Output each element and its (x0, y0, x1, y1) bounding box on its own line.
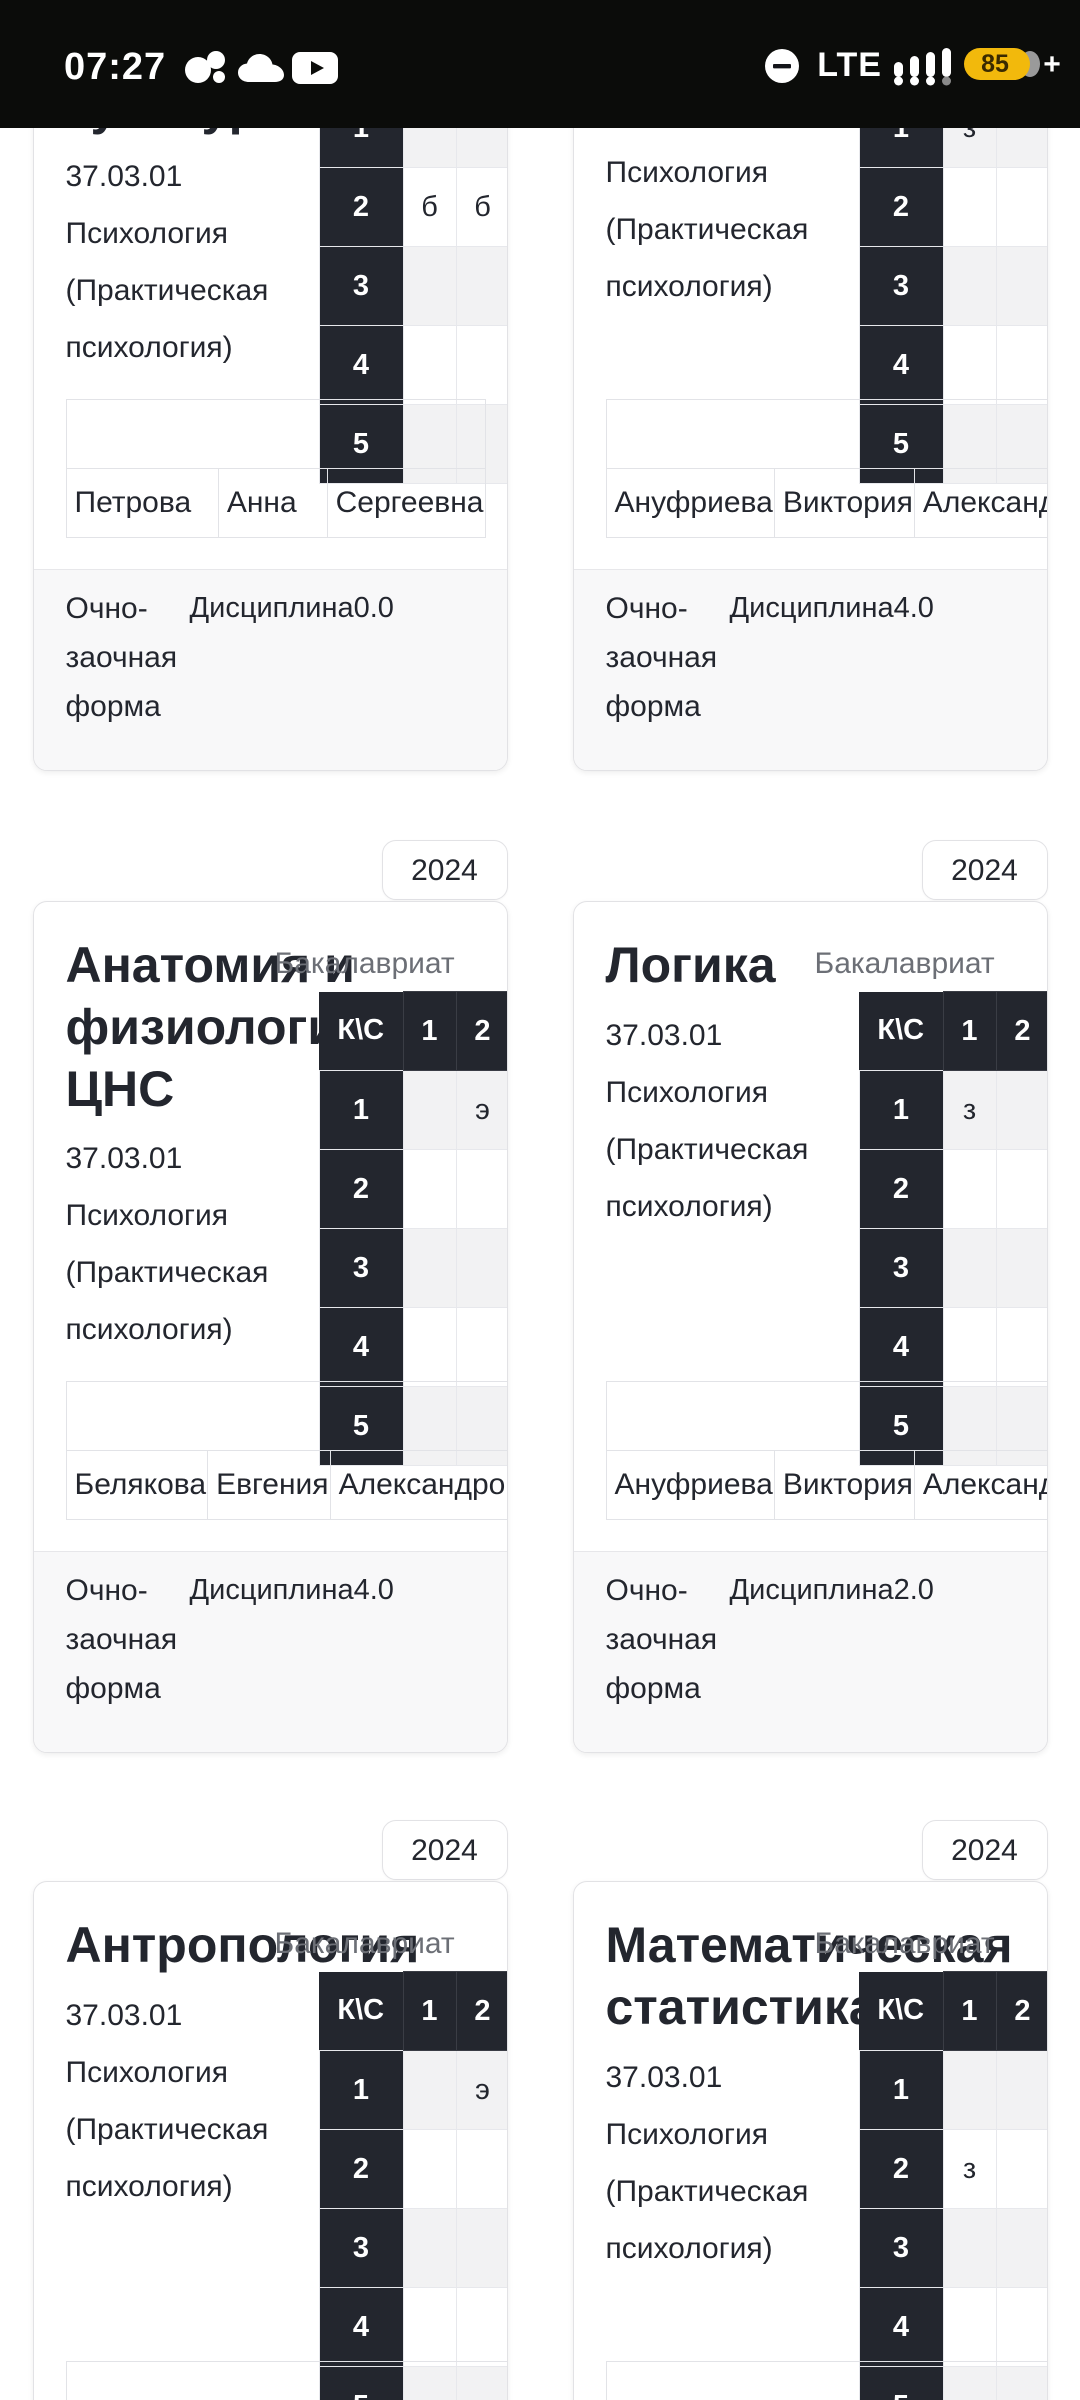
svg-text:+: + (1043, 48, 1061, 81)
svg-text:85: 85 (981, 50, 1009, 78)
